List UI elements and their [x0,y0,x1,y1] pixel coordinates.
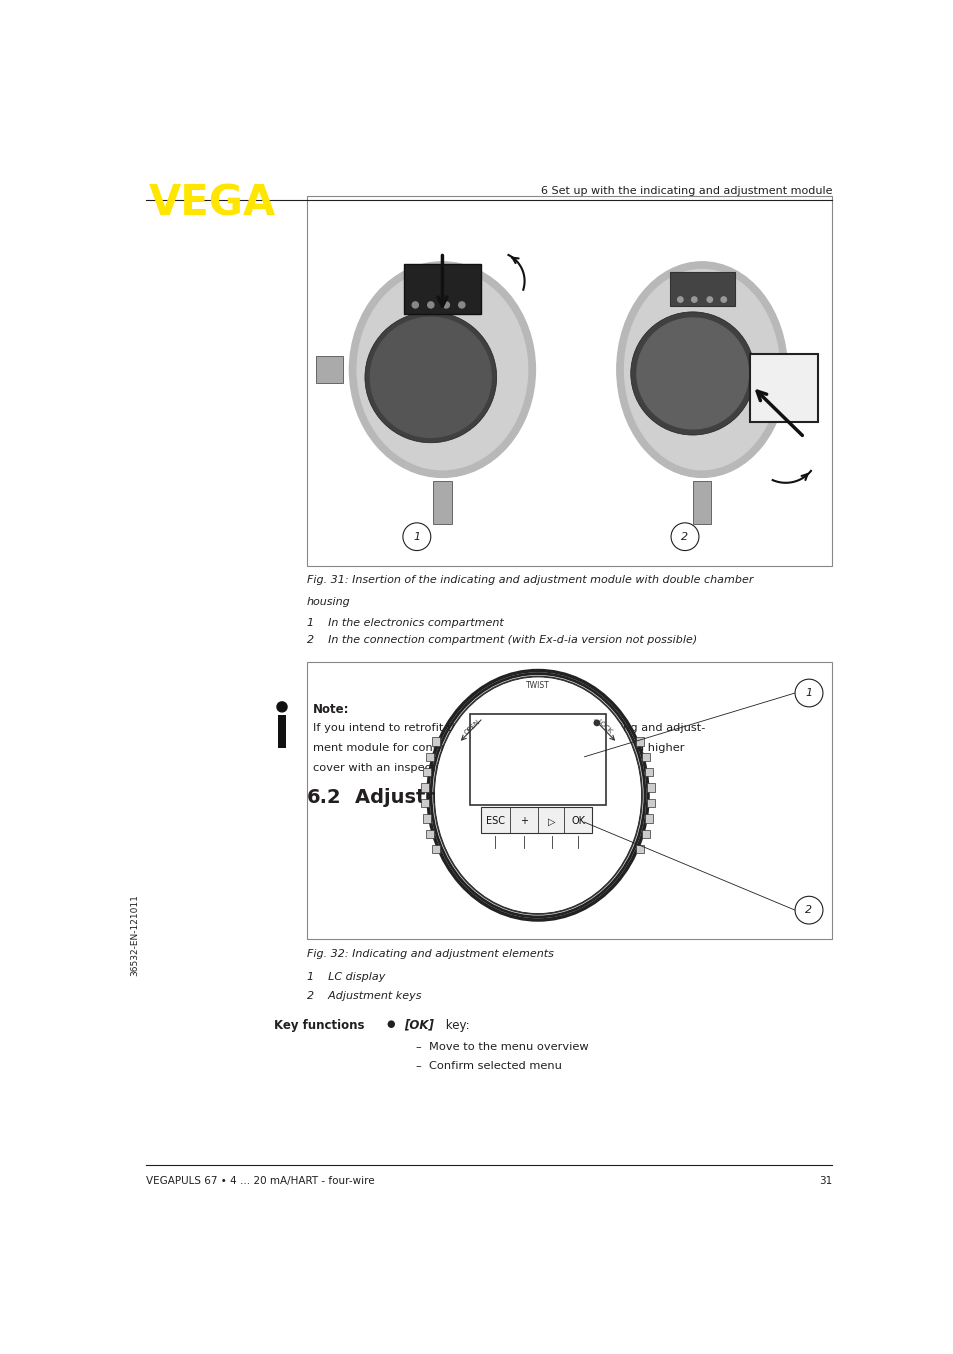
Text: 2: 2 [680,532,688,542]
Text: Note:: Note: [313,703,349,716]
Circle shape [402,523,431,551]
Text: Fig. 32: Indicating and adjustment elements: Fig. 32: Indicating and adjustment eleme… [307,949,553,959]
Circle shape [443,302,449,307]
Text: 6 Set up with the indicating and adjustment module: 6 Set up with the indicating and adjustm… [540,187,831,196]
Circle shape [637,318,748,429]
Circle shape [458,302,464,307]
Circle shape [365,311,497,443]
Circle shape [276,701,287,712]
FancyBboxPatch shape [433,481,452,524]
FancyBboxPatch shape [646,799,654,807]
Text: LOCK: LOCK [595,719,612,735]
FancyBboxPatch shape [307,662,831,940]
FancyBboxPatch shape [692,481,711,524]
Text: 6.2: 6.2 [307,788,341,807]
Text: 2    In the connection compartment (with Ex-d-ia version not possible): 2 In the connection compartment (with Ex… [307,635,697,646]
Ellipse shape [431,673,644,917]
FancyBboxPatch shape [432,845,439,853]
Text: –  Confirm selected menu: – Confirm selected menu [416,1062,561,1071]
Circle shape [427,302,434,307]
FancyBboxPatch shape [469,714,605,804]
Circle shape [670,523,699,551]
FancyBboxPatch shape [644,768,653,776]
Text: 1: 1 [413,532,420,542]
Text: –  Move to the menu overview: – Move to the menu overview [416,1041,588,1052]
Text: 31: 31 [818,1175,831,1186]
Circle shape [677,297,682,302]
FancyBboxPatch shape [277,715,286,747]
Text: [OK]: [OK] [404,1018,434,1032]
Ellipse shape [434,677,641,914]
FancyBboxPatch shape [749,355,818,422]
Text: housing: housing [307,597,350,607]
Circle shape [720,297,725,302]
Circle shape [691,297,697,302]
Circle shape [794,680,822,707]
Text: +: + [519,816,528,826]
Text: OPEN: OPEN [462,718,480,735]
Ellipse shape [617,261,786,478]
Circle shape [594,720,599,726]
Text: 2: 2 [804,906,812,915]
Text: 2    Adjustment keys: 2 Adjustment keys [307,991,421,1001]
Text: ●: ● [386,1018,395,1029]
Circle shape [794,896,822,923]
Text: OK: OK [571,816,585,826]
FancyBboxPatch shape [636,737,643,746]
FancyBboxPatch shape [420,799,429,807]
FancyBboxPatch shape [307,196,831,566]
Text: Key functions: Key functions [274,1018,364,1032]
FancyBboxPatch shape [315,356,343,383]
Text: ESC: ESC [485,816,504,826]
Ellipse shape [356,269,527,470]
Circle shape [706,297,712,302]
Ellipse shape [436,678,639,913]
Text: VEGAPULS 67 • 4 … 20 mA/HART - four-wire: VEGAPULS 67 • 4 … 20 mA/HART - four-wire [146,1175,375,1186]
Circle shape [412,302,418,307]
FancyBboxPatch shape [646,784,654,792]
FancyBboxPatch shape [422,814,430,823]
FancyBboxPatch shape [481,807,592,833]
Circle shape [370,317,491,437]
Text: VEGA: VEGA [149,183,275,225]
FancyBboxPatch shape [669,272,734,306]
Circle shape [630,311,754,435]
Text: ▷: ▷ [548,816,555,826]
FancyBboxPatch shape [422,768,430,776]
FancyBboxPatch shape [641,753,649,761]
Ellipse shape [624,269,779,470]
FancyBboxPatch shape [636,845,643,853]
FancyBboxPatch shape [403,264,480,314]
Text: 1    LC display: 1 LC display [307,972,385,982]
FancyBboxPatch shape [420,784,429,792]
Text: ment module for continuous measured value indication, a higher: ment module for continuous measured valu… [313,743,684,753]
Text: If you intend to retrofit the instrument with an indicating and adjust-: If you intend to retrofit the instrument… [313,723,704,733]
Text: 1: 1 [804,688,812,699]
Text: 36532-EN-121011: 36532-EN-121011 [131,895,139,976]
Text: 1    In the electronics compartment: 1 In the electronics compartment [307,617,503,627]
FancyBboxPatch shape [432,737,439,746]
Text: Adjustment system: Adjustment system [355,788,567,807]
FancyBboxPatch shape [644,814,653,823]
Ellipse shape [428,670,647,919]
Text: Fig. 31: Insertion of the indicating and adjustment module with double chamber: Fig. 31: Insertion of the indicating and… [307,575,753,585]
FancyBboxPatch shape [641,830,649,838]
Text: cover with an inspection glass is required.: cover with an inspection glass is requir… [313,764,553,773]
Ellipse shape [349,261,535,478]
FancyBboxPatch shape [426,830,434,838]
Text: key:: key: [441,1018,469,1032]
Text: TWIST: TWIST [525,681,549,691]
FancyBboxPatch shape [426,753,434,761]
